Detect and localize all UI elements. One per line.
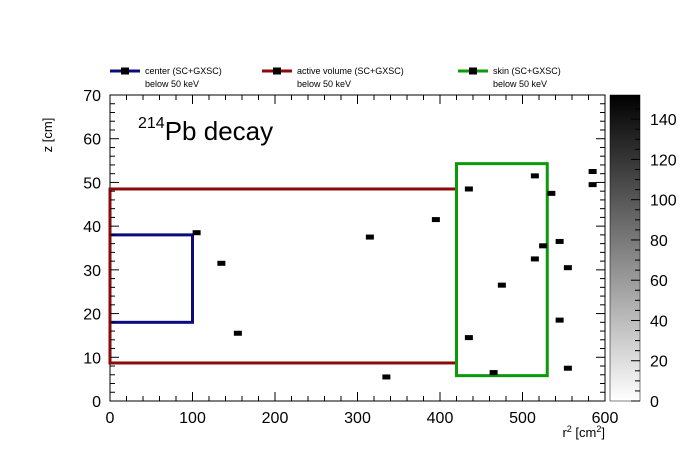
colorbar-tick-label: 120 xyxy=(650,152,677,169)
colorbar-tick-label: 80 xyxy=(650,233,668,250)
legend-marker xyxy=(273,67,281,75)
y-axis-ticks: 0 10 20 30 40 50 60 70 xyxy=(83,88,605,411)
title-main: Pb decay xyxy=(165,116,273,146)
data-point xyxy=(233,330,242,336)
legend-label: active volume (SC+GXSC) xyxy=(297,66,404,76)
title-superscript: 214 xyxy=(138,115,165,132)
y-tick-label: 20 xyxy=(83,307,101,324)
colorbar-tick-label: 0 xyxy=(650,394,659,411)
data-point xyxy=(530,256,539,262)
data-point xyxy=(217,260,226,266)
y-tick-label: 70 xyxy=(83,88,101,105)
data-point xyxy=(563,265,572,271)
legend-note: below 50 keV xyxy=(297,79,351,89)
legend-note: below 50 keV xyxy=(493,79,547,89)
data-point xyxy=(539,243,548,249)
legend-marker xyxy=(121,67,129,75)
colorbar xyxy=(609,94,641,402)
legend-marker xyxy=(469,67,477,75)
data-point xyxy=(431,217,440,223)
data-point xyxy=(555,238,564,244)
legend-note: below 50 keV xyxy=(145,79,199,89)
colorbar-tick-label: 60 xyxy=(650,273,668,290)
legend-label: skin (SC+GXSC) xyxy=(493,66,561,76)
data-point xyxy=(464,335,473,341)
data-point xyxy=(563,365,572,371)
data-point xyxy=(588,169,597,174)
x-tick-label: 0 xyxy=(106,410,115,427)
x-tick-label: 600 xyxy=(592,410,619,427)
colorbar-tick-label: 100 xyxy=(650,193,677,210)
x-tick-label: 100 xyxy=(179,410,206,427)
x-tick-label: 300 xyxy=(344,410,371,427)
data-point xyxy=(555,317,564,323)
colorbar-ticks: 0 20 40 60 80 100 120 140 xyxy=(631,98,677,411)
region-box xyxy=(108,233,194,324)
data-point xyxy=(365,234,374,240)
data-point xyxy=(464,186,473,192)
y-tick-label: 60 xyxy=(83,132,101,149)
colorbar-tick-label: 40 xyxy=(650,313,668,330)
data-point xyxy=(497,282,506,288)
y-tick-label: 50 xyxy=(83,175,101,192)
x-tick-label: 400 xyxy=(427,410,454,427)
data-point xyxy=(489,370,498,376)
y-axis-title: z [cm] xyxy=(40,118,55,153)
legend-label: center (SC+GXSC) xyxy=(145,66,222,76)
data-point xyxy=(530,173,539,179)
y-tick-label: 0 xyxy=(92,394,101,411)
y-tick-label: 40 xyxy=(83,219,101,236)
data-point xyxy=(588,182,597,188)
region-box xyxy=(108,187,458,365)
region-boxes xyxy=(108,162,549,378)
x-tick-label: 500 xyxy=(509,410,536,427)
region-box xyxy=(455,162,549,378)
legend: center (SC+GXSC) below 50 keV active volum… xyxy=(110,66,561,89)
x-axis-title: r2 [cm2] xyxy=(562,424,605,440)
data-point xyxy=(192,230,201,236)
data-point xyxy=(382,374,391,380)
y-tick-label: 10 xyxy=(83,350,101,367)
chart-title: 214Pb decay xyxy=(138,115,273,146)
colorbar-tick-label: 140 xyxy=(650,112,677,129)
data-points xyxy=(192,169,597,380)
x-tick-label: 200 xyxy=(262,410,289,427)
colorbar-tick-label: 20 xyxy=(650,354,668,371)
x-axis-ticks: 0 100 200 300 400 500 600 xyxy=(106,95,619,427)
data-point xyxy=(547,190,556,196)
y-tick-label: 30 xyxy=(83,263,101,280)
